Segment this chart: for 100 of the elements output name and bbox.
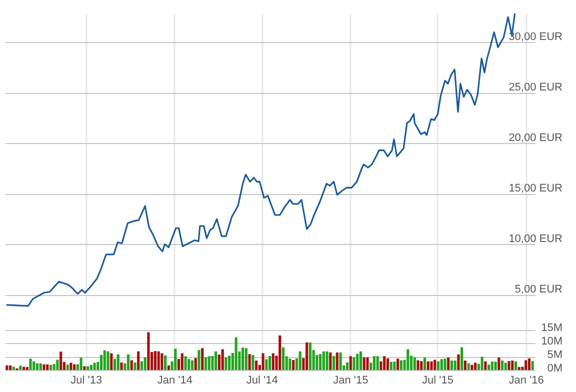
bar [29, 358, 32, 370]
bar [430, 361, 433, 370]
bar [93, 362, 96, 370]
bar [204, 357, 208, 370]
bar [450, 360, 454, 370]
bar [32, 361, 36, 370]
bar [211, 356, 214, 370]
bar [39, 363, 42, 370]
bar [46, 364, 49, 370]
bar [8, 365, 12, 370]
bar [319, 354, 322, 370]
bar [386, 358, 389, 370]
bar [494, 362, 497, 370]
bar [420, 361, 423, 370]
bar [103, 350, 106, 370]
bar [49, 364, 52, 370]
bar [224, 357, 228, 370]
bar [272, 353, 274, 370]
bar [352, 357, 356, 370]
bar [416, 360, 420, 370]
bar [126, 354, 130, 370]
y-tick-label: 15,00 EUR [508, 182, 563, 194]
y-tick-label: 10,00 EUR [508, 232, 563, 245]
bar [144, 357, 146, 370]
bar [80, 358, 82, 370]
bar [242, 348, 244, 370]
bar [116, 354, 120, 370]
bar [70, 362, 72, 370]
bar [518, 367, 520, 370]
bar [120, 362, 123, 370]
bar [106, 351, 110, 370]
bar [244, 348, 248, 370]
bar [234, 337, 238, 370]
bar [140, 361, 144, 370]
x-tick-label: Jul '13 [70, 374, 102, 386]
bar [349, 356, 352, 370]
x-tick-label: Jul '14 [246, 374, 278, 386]
bar [508, 361, 510, 370]
bar [292, 360, 295, 370]
bar [174, 348, 177, 370]
y-tick-label: 5M [547, 349, 562, 361]
bar [366, 357, 369, 370]
bar [134, 362, 136, 370]
y-tick-label: 20,00 EUR [508, 132, 563, 144]
bar [470, 364, 474, 370]
bar [160, 353, 164, 370]
bar [208, 356, 210, 370]
bar [26, 367, 28, 370]
bar [423, 358, 426, 370]
bar [464, 360, 466, 370]
bar [413, 357, 416, 370]
bar [457, 354, 460, 370]
bar [201, 348, 204, 370]
bar [390, 362, 392, 370]
bar [322, 351, 325, 370]
bar [531, 361, 534, 370]
y-tick-label: 15M [541, 322, 562, 334]
bar [278, 335, 282, 370]
bar [36, 363, 39, 370]
bar [528, 358, 531, 370]
y-tick-label: 30,00 EUR [508, 30, 563, 43]
bar [73, 364, 76, 370]
bar [474, 362, 477, 370]
bar [359, 351, 362, 370]
bar [180, 353, 184, 370]
bar [100, 354, 103, 370]
bar [500, 360, 504, 370]
bar [308, 342, 312, 370]
bar [480, 356, 484, 370]
x-tick-label: Jan '14 [157, 374, 193, 386]
bar [56, 360, 59, 370]
bar [268, 356, 272, 370]
bar [248, 354, 251, 370]
bar [113, 358, 116, 370]
bar [164, 355, 167, 370]
bar [332, 356, 336, 370]
bar [498, 358, 500, 370]
bar [137, 351, 140, 370]
x-tick-label: Jul '15 [422, 374, 454, 386]
bar [356, 354, 359, 370]
bar [214, 351, 218, 370]
bar [406, 349, 410, 370]
bar [336, 352, 338, 370]
bar [282, 347, 285, 370]
y-tick-label: 10M [541, 336, 562, 348]
bar [228, 356, 231, 370]
bar [254, 360, 258, 370]
bar [400, 360, 402, 370]
bar [460, 347, 464, 370]
bar [436, 361, 440, 370]
bar [288, 358, 292, 370]
x-tick-label: Jan '16 [508, 374, 544, 386]
bar [306, 342, 308, 370]
bar [221, 349, 224, 370]
bar [184, 356, 187, 370]
bar [265, 359, 268, 370]
bar [262, 353, 264, 370]
bar [329, 352, 332, 370]
x-tick-label: Jan '15 [333, 374, 368, 386]
bar [42, 364, 46, 370]
